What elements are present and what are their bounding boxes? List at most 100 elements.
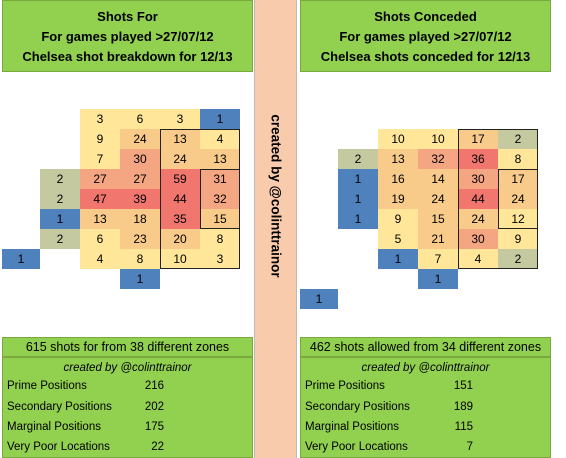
zone-cell: 3: [200, 249, 240, 269]
zone-cell: 2: [40, 169, 80, 189]
credit-divider: created by @colinttrainor: [254, 0, 297, 458]
zone-cell: 17: [458, 129, 498, 149]
zone-cell: 6: [120, 109, 160, 129]
zone-cell: 4: [200, 129, 240, 149]
zone-cell: 1: [2, 249, 40, 269]
zone-cell: 2: [338, 149, 378, 169]
zone-cell: 4: [80, 249, 120, 269]
very-poor-locations-label: Very Poor Locations: [7, 441, 110, 453]
zone-cell: 3: [160, 109, 200, 129]
zone-cell: 1: [378, 249, 418, 269]
zone-cell: 21: [418, 229, 458, 249]
shots-conceded-header: Shots Conceded For games played >27/07/1…: [300, 0, 551, 72]
shots-for-summary: 615 shots for from 38 different zones: [2, 337, 253, 357]
zone-cell: 1: [338, 169, 378, 189]
zone-cell: 8: [120, 249, 160, 269]
zone-cell: 1: [40, 209, 80, 229]
zone-cell: 44: [458, 189, 498, 209]
shots-for-stats: created by @colinttrainor Prime Position…: [2, 357, 253, 458]
zone-cell: 9: [498, 229, 538, 249]
zone-cell: 15: [418, 209, 458, 229]
shots-for-subtitle-breakdown: Chelsea shot breakdown for 12/13: [22, 49, 233, 64]
prime-positions-value: 151: [453, 380, 473, 392]
zone-cell: 14: [418, 169, 458, 189]
secondary-positions-label: Secondary Positions: [7, 401, 112, 413]
zone-cell: 27: [80, 169, 120, 189]
marginal-positions-value: 115: [454, 421, 473, 433]
zone-cell: 24: [458, 209, 498, 229]
zone-cell: 24: [498, 189, 538, 209]
zone-cell: 2: [498, 249, 538, 269]
zone-cell: 30: [120, 149, 160, 169]
zone-cell: 10: [160, 249, 200, 269]
zone-cell: 8: [200, 229, 240, 249]
zone-cell: 1: [300, 289, 338, 309]
zone-cell: 3: [80, 109, 120, 129]
zone-cell: 32: [200, 189, 240, 209]
shots-conceded-stats: created by @colinttrainor Prime Position…: [300, 357, 551, 458]
very-poor-locations-value: 7: [466, 441, 473, 453]
zone-cell: 32: [418, 149, 458, 169]
very-poor-locations-value: 22: [151, 441, 164, 453]
zone-cell: 1: [338, 209, 378, 229]
zone-cell: 7: [418, 249, 458, 269]
zone-cell: 2: [498, 129, 538, 149]
zone-cell: 4: [458, 249, 498, 269]
zone-cell: 47: [80, 189, 120, 209]
shots-for-panel: Shots For For games played >27/07/12 Che…: [2, 0, 253, 458]
shots-for-subtitle-date: For games played >27/07/12: [41, 29, 214, 44]
zone-cell: 44: [160, 189, 200, 209]
zone-cell: 1: [338, 189, 378, 209]
zone-cell: 10: [418, 129, 458, 149]
zone-cell: 9: [378, 209, 418, 229]
zone-cell: 15: [200, 209, 240, 229]
zone-cell: 7: [80, 149, 120, 169]
zone-cell: 39: [120, 189, 160, 209]
marginal-positions-label: Marginal Positions: [7, 421, 101, 433]
zone-cell: 13: [160, 129, 200, 149]
shots-conceded-credit: created by @colinttrainor: [361, 362, 490, 374]
zone-cell: 12: [498, 209, 538, 229]
zone-cell: 36: [458, 149, 498, 169]
zone-cell: 35: [160, 209, 200, 229]
zone-cell: 19: [378, 189, 418, 209]
zone-cell: 9: [80, 129, 120, 149]
zone-cell: 5: [378, 229, 418, 249]
secondary-positions-value: 189: [453, 401, 473, 413]
zone-cell: 30: [458, 229, 498, 249]
zone-cell: 1: [120, 269, 160, 289]
shots-conceded-panel: Shots Conceded For games played >27/07/1…: [300, 0, 551, 458]
zone-cell: 24: [120, 129, 160, 149]
prime-positions-label: Prime Positions: [7, 380, 87, 392]
prime-positions-value: 216: [144, 380, 164, 392]
zone-cell: 8: [498, 149, 538, 169]
very-poor-locations-label: Very Poor Locations: [305, 441, 408, 453]
shots-conceded-summary: 462 shots allowed from 34 different zone…: [300, 337, 551, 357]
zone-cell: 23: [120, 229, 160, 249]
shots-for-zone-grid: 3 6 3 1 9 24 13 4 7 30 24 13 2 27 27 59 31 2 47 39 44 32 1 13 18…: [2, 72, 253, 337]
shots-for-credit: created by @colinttrainor: [63, 362, 192, 374]
zone-cell: 1: [418, 269, 458, 289]
central-zone-outline: [200, 169, 240, 229]
zone-cell: 31: [200, 169, 240, 189]
prime-positions-label: Prime Positions: [305, 380, 385, 392]
marginal-positions-value: 175: [144, 421, 164, 433]
zone-cell: 13: [200, 149, 240, 169]
secondary-positions-label: Secondary Positions: [305, 401, 410, 413]
zone-cell: 24: [160, 149, 200, 169]
shots-conceded-title: Shots Conceded: [374, 9, 477, 24]
zone-cell: 17: [498, 169, 538, 189]
zone-cell: 59: [160, 169, 200, 189]
zone-cell: 24: [418, 189, 458, 209]
zone-cell: 13: [378, 149, 418, 169]
zone-cell: 16: [378, 169, 418, 189]
zone-cell: 20: [160, 229, 200, 249]
zone-cell: 30: [458, 169, 498, 189]
marginal-positions-label: Marginal Positions: [305, 421, 399, 433]
zone-cell: 2: [40, 229, 80, 249]
shots-conceded-zone-grid: 10 10 17 2 2 13 32 36 8 1 16 14 30 17 1 19 24 44 24 1 9 15 24 1…: [300, 72, 551, 337]
zone-cell: 2: [40, 189, 80, 209]
zone-cell: 1: [200, 109, 240, 129]
shots-conceded-subtitle-date: For games played >27/07/12: [339, 29, 512, 44]
shots-conceded-subtitle-breakdown: Chelsea shots conceded for 12/13: [320, 49, 531, 64]
